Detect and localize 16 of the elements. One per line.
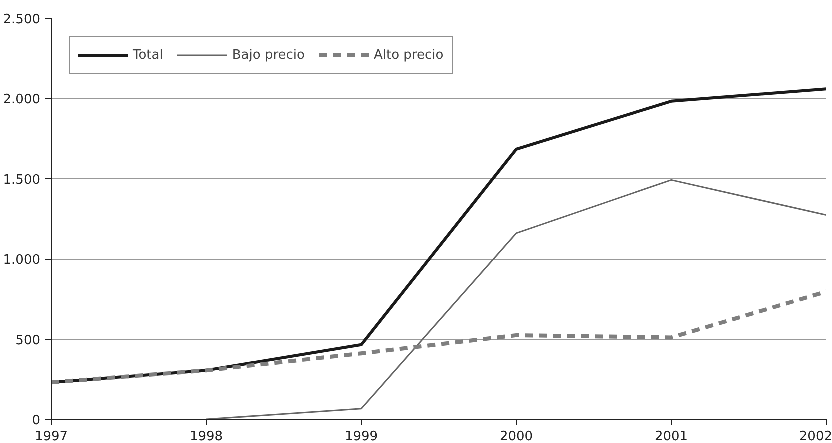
y-tick-label: 1.000 (3, 253, 40, 268)
legend-label: Total (133, 48, 164, 62)
legend-label: Bajo precio (232, 48, 305, 62)
x-tick-label: 2002 (799, 430, 832, 443)
y-tick-label: 2.500 (3, 12, 40, 28)
x-tick-label: 2000 (500, 430, 534, 443)
legend-label: Alto precio (374, 48, 444, 62)
line-series (206, 179, 826, 420)
y-tick-label: 2.000 (3, 92, 40, 108)
y-tick-label: 500 (16, 333, 41, 348)
x-tick-label: 1999 (344, 430, 378, 443)
x-tick-label: 2001 (654, 430, 688, 443)
y-tick-label: 0 (32, 414, 41, 428)
x-tick-label: 1997 (34, 430, 68, 443)
x-tick-label: 1998 (190, 430, 224, 443)
y-tick-label: 1.500 (3, 172, 40, 188)
